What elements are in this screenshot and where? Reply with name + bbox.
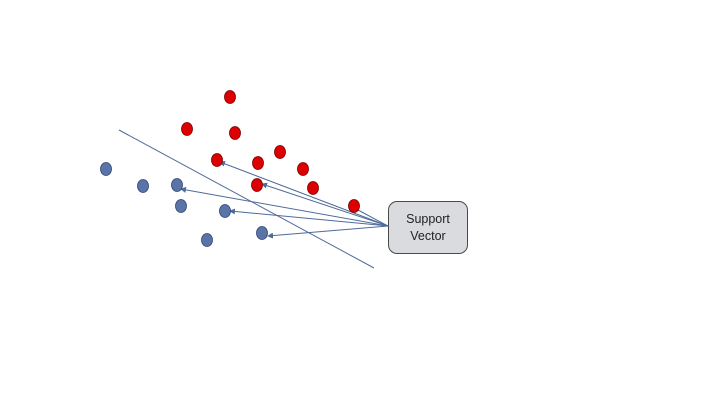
blue-point: [201, 233, 213, 247]
arrow-to-support-vector: [261, 182, 389, 227]
red-point: [307, 181, 319, 195]
red-point: [224, 90, 236, 104]
red-point: [181, 122, 193, 136]
arrow-to-support-vector: [267, 225, 389, 239]
blue-point: [256, 226, 268, 240]
red-point: [297, 162, 309, 176]
arrow-to-support-vector: [229, 208, 389, 227]
blue-point: [137, 179, 149, 193]
red-point: [229, 126, 241, 140]
arrow-to-support-vector: [219, 160, 389, 227]
red-point: [274, 145, 286, 159]
label-line-1: Support: [406, 211, 450, 226]
blue-point: [219, 204, 231, 218]
red-point: [348, 199, 360, 213]
red-point: [251, 178, 263, 192]
arrow-to-support-vector: [357, 209, 389, 227]
arrow-to-support-vector: [180, 186, 389, 227]
support-vector-arrows: [180, 160, 389, 239]
label-line-2: Vector: [410, 228, 446, 243]
decision-boundary-line: [118, 129, 375, 269]
red-point: [252, 156, 264, 170]
blue-class-points: [100, 162, 268, 247]
red-point: [211, 153, 223, 167]
red-class-points: [181, 90, 360, 213]
support-vector-label-box: Support Vector: [388, 201, 468, 254]
blue-point: [100, 162, 112, 176]
blue-point: [175, 199, 187, 213]
blue-point: [171, 178, 183, 192]
